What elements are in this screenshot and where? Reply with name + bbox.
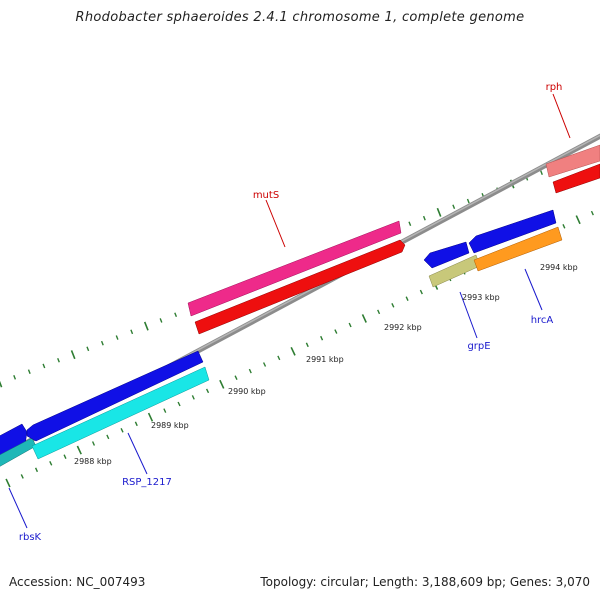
inner-tick <box>334 329 338 334</box>
scale-label-2990: 2990 kbp <box>228 387 266 396</box>
outer-tick <box>143 321 149 331</box>
inner-tick <box>63 454 67 459</box>
inner-tick <box>34 467 39 473</box>
inner-tick <box>391 302 395 308</box>
outer-tick <box>57 357 60 363</box>
gene-feature-rph[interactable] <box>545 144 600 178</box>
outer-tick <box>466 198 470 204</box>
scale-label-2994: 2994 kbp <box>540 263 578 272</box>
inner-tick <box>377 309 381 315</box>
inner-tick <box>320 335 324 341</box>
scale-label-2993: 2993 kbp <box>462 293 500 302</box>
leader-line-rph <box>552 93 571 139</box>
cds-feature-RSP-1217 <box>31 366 210 460</box>
gene-feature-rbsK[interactable] <box>0 423 28 463</box>
leader-line-grpE <box>459 291 478 339</box>
cds-feature-hrcA <box>473 226 563 272</box>
inner-tick <box>163 408 167 413</box>
inner-tick <box>191 395 195 400</box>
inner-tick <box>234 375 238 381</box>
gene-feature-mutS[interactable] <box>187 220 402 317</box>
inner-tick <box>205 388 210 394</box>
scale-label-2991: 2991 kbp <box>306 355 344 364</box>
inner-tick <box>177 401 181 407</box>
inner-tick <box>147 412 154 422</box>
inner-tick <box>575 215 581 225</box>
inner-tick <box>361 314 367 323</box>
inner-tick <box>106 434 110 440</box>
inner-tick <box>134 421 138 427</box>
leader-line-rbsK <box>8 487 28 529</box>
inner-tick <box>49 460 53 466</box>
gene-label-hrcA[interactable]: hrcA <box>531 315 554 326</box>
inner-tick <box>76 445 82 455</box>
gene-feature-hrcA[interactable] <box>468 209 557 254</box>
gene-label-grpE[interactable]: grpE <box>467 341 490 352</box>
inner-tick <box>5 478 11 488</box>
outer-tick <box>115 335 119 340</box>
inner-tick <box>590 210 594 216</box>
outer-tick <box>130 329 134 335</box>
outer-tick <box>408 221 412 227</box>
inner-tick <box>562 224 566 229</box>
outer-tick <box>540 170 543 175</box>
outer-tick <box>42 363 46 369</box>
inner-tick <box>20 474 24 479</box>
outer-tick <box>452 204 456 210</box>
gene-label-RSP-1217[interactable]: RSP_1217 <box>122 477 172 488</box>
outer-tick <box>0 380 3 388</box>
outer-tick <box>174 312 178 318</box>
map-title: Rhodobacter sphaeroides 2.4.1 chromosome… <box>75 10 525 25</box>
inner-tick <box>405 296 409 301</box>
gene-feature-grpE[interactable] <box>423 241 470 269</box>
cds-feature-rph <box>552 163 600 194</box>
scale-label-2992: 2992 kbp <box>384 323 422 332</box>
scale-label-2989: 2989 kbp <box>151 421 189 430</box>
inner-tick <box>262 362 267 367</box>
inner-tick <box>219 379 225 389</box>
inner-tick <box>248 368 252 374</box>
topology-summary-text: Topology: circular; Length: 3,188,609 bp… <box>260 575 590 589</box>
gene-label-rph[interactable]: rph <box>546 82 563 93</box>
inner-tick <box>419 289 423 295</box>
inner-tick <box>120 427 124 433</box>
gene-feature-RSP-1217[interactable] <box>26 350 204 442</box>
leader-line-hrcA <box>524 268 543 311</box>
leader-line-RSP-1217 <box>127 432 148 475</box>
outer-tick <box>70 350 76 360</box>
cds-feature-mutS <box>194 239 406 335</box>
leader-line-mutS <box>265 199 286 248</box>
gene-label-rbsK[interactable]: rbsK <box>19 532 42 543</box>
outer-tick <box>436 207 442 217</box>
outer-tick <box>86 346 90 352</box>
scale-label-2988: 2988 kbp <box>74 457 112 466</box>
outer-tick <box>422 215 426 221</box>
inner-tick <box>91 441 96 446</box>
outer-tick <box>100 340 104 346</box>
outer-tick <box>159 318 163 323</box>
outer-tick <box>27 369 31 374</box>
gene-label-mutS[interactable]: mutS <box>253 190 279 201</box>
inner-tick <box>290 346 296 356</box>
inner-tick <box>348 322 352 328</box>
outer-tick <box>13 375 17 380</box>
inner-tick <box>305 342 309 348</box>
inner-tick <box>277 355 281 361</box>
accession-text: Accession: NC_007493 <box>9 575 146 589</box>
